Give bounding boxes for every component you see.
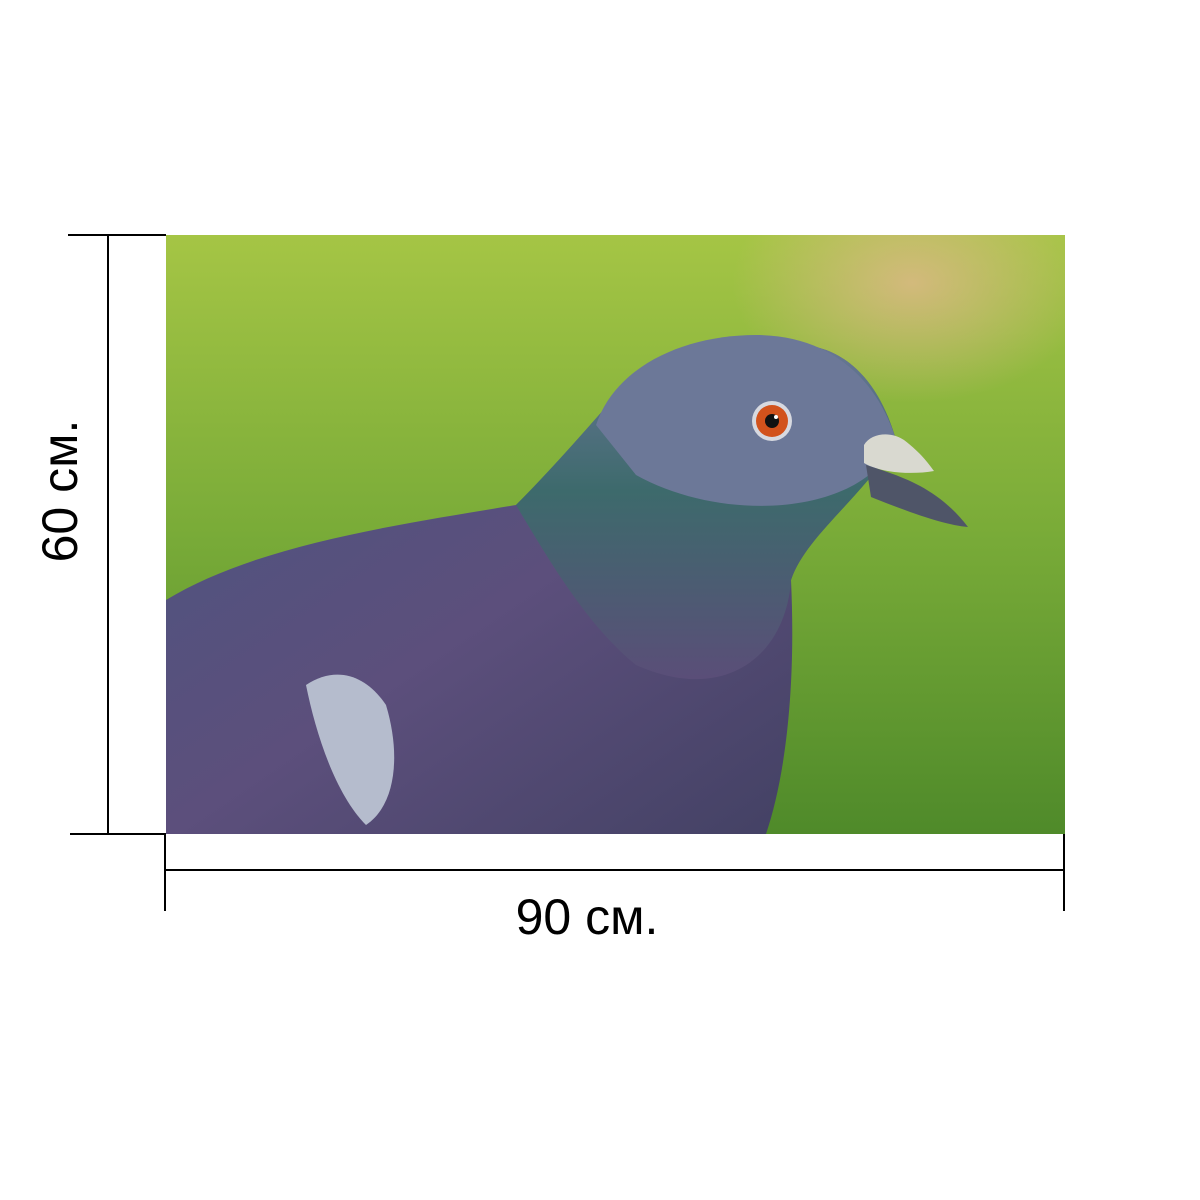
pigeon-cere xyxy=(864,434,934,473)
height-tick-top xyxy=(68,234,166,236)
width-tick-left xyxy=(164,834,166,911)
width-line xyxy=(165,869,1065,871)
pigeon-beak xyxy=(866,465,968,527)
wing-white-patch xyxy=(306,674,395,825)
height-line xyxy=(107,235,109,835)
width-tick-right xyxy=(1063,834,1065,911)
product-photo xyxy=(166,235,1065,834)
height-tick-bottom xyxy=(70,833,166,835)
pigeon-head xyxy=(596,335,896,506)
width-label: 90 см. xyxy=(515,889,659,945)
height-label: 60 см. xyxy=(32,419,88,563)
